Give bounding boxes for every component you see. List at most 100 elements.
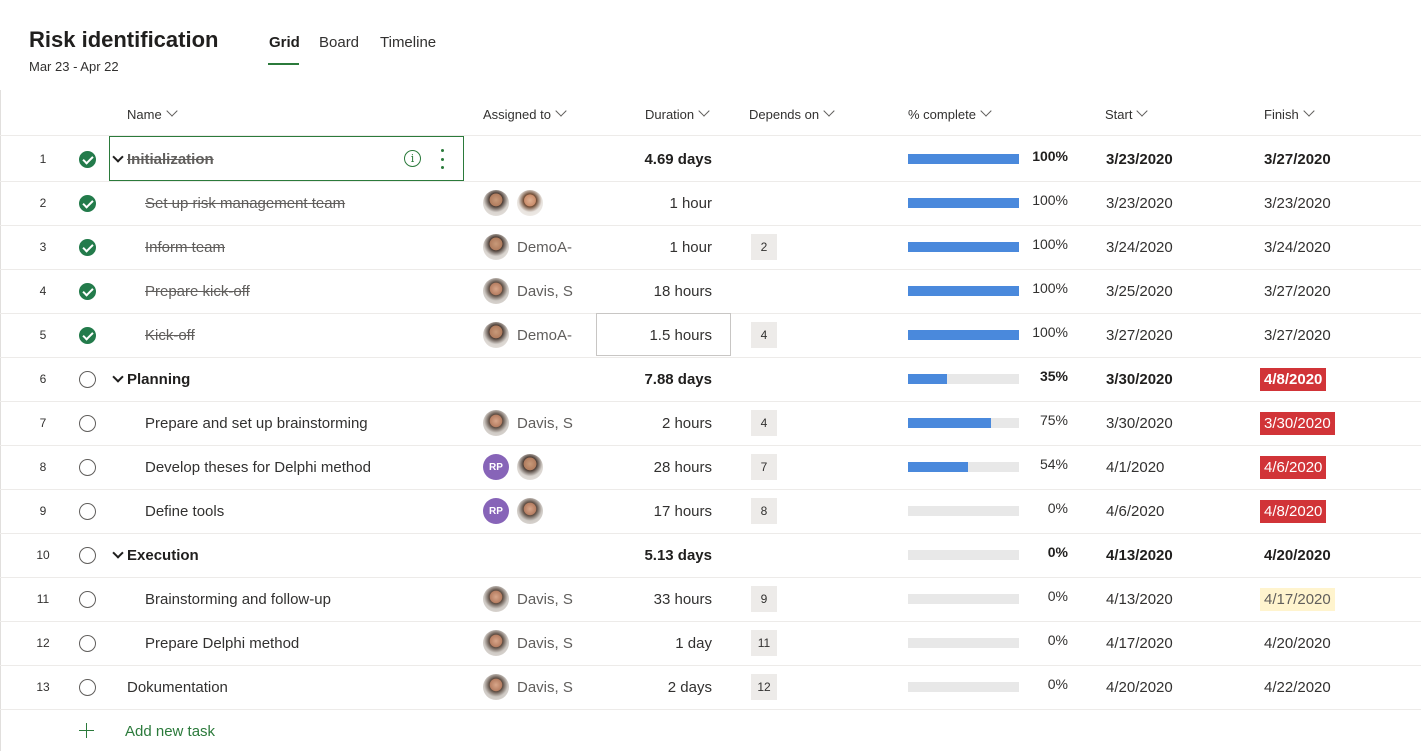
finish-date[interactable]: 4/8/2020 [1260,357,1327,401]
percent-complete[interactable]: 100% [908,181,1088,225]
duration[interactable]: 28 hours [653,458,712,476]
finish-date[interactable]: 3/30/2020 [1260,401,1335,445]
assigned-to[interactable]: Davis, Sa [483,665,583,709]
depends-on[interactable]: 8 [751,489,777,533]
percent-complete[interactable]: 54% [908,445,1088,489]
percent-complete[interactable]: 0% [908,621,1088,665]
finish-date[interactable]: 4/8/2020 [1260,489,1327,533]
assigned-to[interactable] [483,181,583,225]
depends-on[interactable]: 2 [751,225,777,269]
task-name[interactable]: Set up risk management team [145,181,475,225]
complete-toggle[interactable] [79,445,99,489]
tab-timeline[interactable]: Timeline [380,34,437,51]
start-date[interactable]: 3/25/2020 [1106,282,1173,300]
percent-complete[interactable]: 100% [908,313,1088,357]
collapse-toggle[interactable] [112,533,124,577]
task-name[interactable]: Planning [127,357,457,401]
plus-icon[interactable] [79,723,94,738]
task-row[interactable]: 2 Set up risk management team 1 hour 100% 3/… [0,181,1421,226]
finish-date[interactable]: 4/17/2020 [1260,577,1335,621]
task-row[interactable]: 4 Prepare kick-off Davis, Sa 18 hours 100% 3/… [0,269,1421,314]
column-header-start[interactable]: Start [1105,105,1149,122]
complete-toggle[interactable] [79,357,99,401]
assigned-to[interactable]: Davis, Sa [483,621,583,665]
start-date[interactable]: 3/23/2020 [1106,150,1173,168]
depends-on[interactable]: 11 [751,621,777,665]
summary-task-row[interactable]: 1 Initialization 4.69 days 100% 3/23/2020 3/2… [0,137,1421,182]
complete-toggle[interactable] [79,313,99,357]
percent-complete[interactable]: 0% [908,533,1088,577]
finish-date[interactable]: 3/24/2020 [1264,225,1331,269]
finish-date[interactable]: 4/20/2020 [1264,533,1331,577]
depends-on[interactable]: 4 [751,401,777,445]
duration[interactable]: 2 hours [661,414,712,432]
start-date[interactable]: 4/13/2020 [1106,590,1173,608]
start-date[interactable]: 3/30/2020 [1106,370,1173,388]
task-row[interactable]: 9 Define tools RP 17 hours 8 0% 4/6/2020 4/8/20… [0,489,1421,534]
duration[interactable]: 1 day [675,634,712,652]
percent-complete[interactable]: 0% [908,489,1088,533]
column-header-finish[interactable]: Finish [1264,105,1315,122]
info-icon[interactable]: i [404,150,421,167]
collapse-toggle[interactable] [112,357,124,401]
task-name[interactable]: Kick-off [145,313,475,357]
task-name[interactable]: Prepare Delphi method [145,621,475,665]
start-date[interactable]: 3/27/2020 [1106,326,1173,344]
task-name[interactable]: Dokumentation [127,665,457,709]
task-row[interactable]: 7 Prepare and set up brainstorming Davis, … [0,401,1421,446]
complete-toggle[interactable] [79,401,99,445]
duration[interactable]: 1 hour [669,194,712,212]
depends-on[interactable]: 4 [751,313,777,357]
duration[interactable]: 17 hours [653,502,712,520]
complete-toggle[interactable] [79,533,99,577]
depends-on[interactable]: 7 [751,445,777,489]
duration[interactable]: 33 hours [653,590,712,608]
task-row[interactable]: 13 Dokumentation Davis, Sa 2 days 12 0% 4/20/2… [0,665,1421,710]
complete-toggle[interactable] [79,181,99,225]
assigned-to[interactable]: RP [483,445,583,489]
column-header-complete[interactable]: % complete [908,105,992,122]
task-name[interactable]: Inform team [145,225,475,269]
assigned-to[interactable]: Davis, Sa [483,577,583,621]
task-row[interactable]: 11 Brainstorming and follow-up Davis, Sa 33… [0,577,1421,622]
assigned-to[interactable]: DemoA- [483,313,583,357]
more-options-icon[interactable] [441,149,445,169]
percent-complete[interactable]: 75% [908,401,1088,445]
duration[interactable]: 18 hours [653,282,712,300]
start-date[interactable]: 3/24/2020 [1106,238,1173,256]
task-name[interactable]: Prepare kick-off [145,269,475,313]
tab-board[interactable]: Board [319,34,360,51]
task-name[interactable]: Initialization [127,137,457,181]
assigned-to[interactable]: RP [483,489,583,533]
column-header-duration[interactable]: Duration [645,105,710,122]
start-date[interactable]: 4/6/2020 [1106,502,1165,520]
complete-toggle[interactable] [79,225,99,269]
duration[interactable]: 1 hour [669,238,712,256]
start-date[interactable]: 4/13/2020 [1106,546,1173,564]
assigned-to[interactable]: Davis, Sa [483,269,583,313]
summary-task-row[interactable]: 10 Execution 5.13 days 0% 4/13/2020 4/20/2020 [0,533,1421,578]
task-name[interactable]: Define tools [145,489,475,533]
complete-toggle[interactable] [79,269,99,313]
tab-grid[interactable]: Grid [269,34,300,51]
task-row[interactable]: 3 Inform team DemoA- 1 hour 2 100% 3/24/2020 3/… [0,225,1421,270]
complete-toggle[interactable] [79,577,99,621]
task-row[interactable]: 5 Kick-off DemoA- 1.5 hours 4 100% 3/27/2020 3/… [0,313,1421,358]
complete-toggle[interactable] [79,621,99,665]
percent-complete[interactable]: 35% [908,357,1088,401]
task-name[interactable]: Brainstorming and follow-up [145,577,475,621]
assigned-to[interactable]: Davis, Sa [483,401,583,445]
finish-date[interactable]: 3/27/2020 [1264,137,1331,181]
duration[interactable]: 1.5 hours [649,326,712,344]
duration[interactable]: 7.88 days [644,370,712,388]
complete-toggle[interactable] [79,665,99,709]
finish-date[interactable]: 4/20/2020 [1264,621,1331,665]
finish-date[interactable]: 3/23/2020 [1264,181,1331,225]
complete-toggle[interactable] [79,137,99,181]
summary-task-row[interactable]: 6 Planning 7.88 days 35% 3/30/2020 4/8/2020 [0,357,1421,402]
start-date[interactable]: 4/1/2020 [1106,458,1165,476]
percent-complete[interactable]: 0% [908,577,1088,621]
column-header-assigned[interactable]: Assigned to [483,105,567,122]
percent-complete[interactable]: 100% [908,137,1088,181]
depends-on[interactable]: 9 [751,577,777,621]
